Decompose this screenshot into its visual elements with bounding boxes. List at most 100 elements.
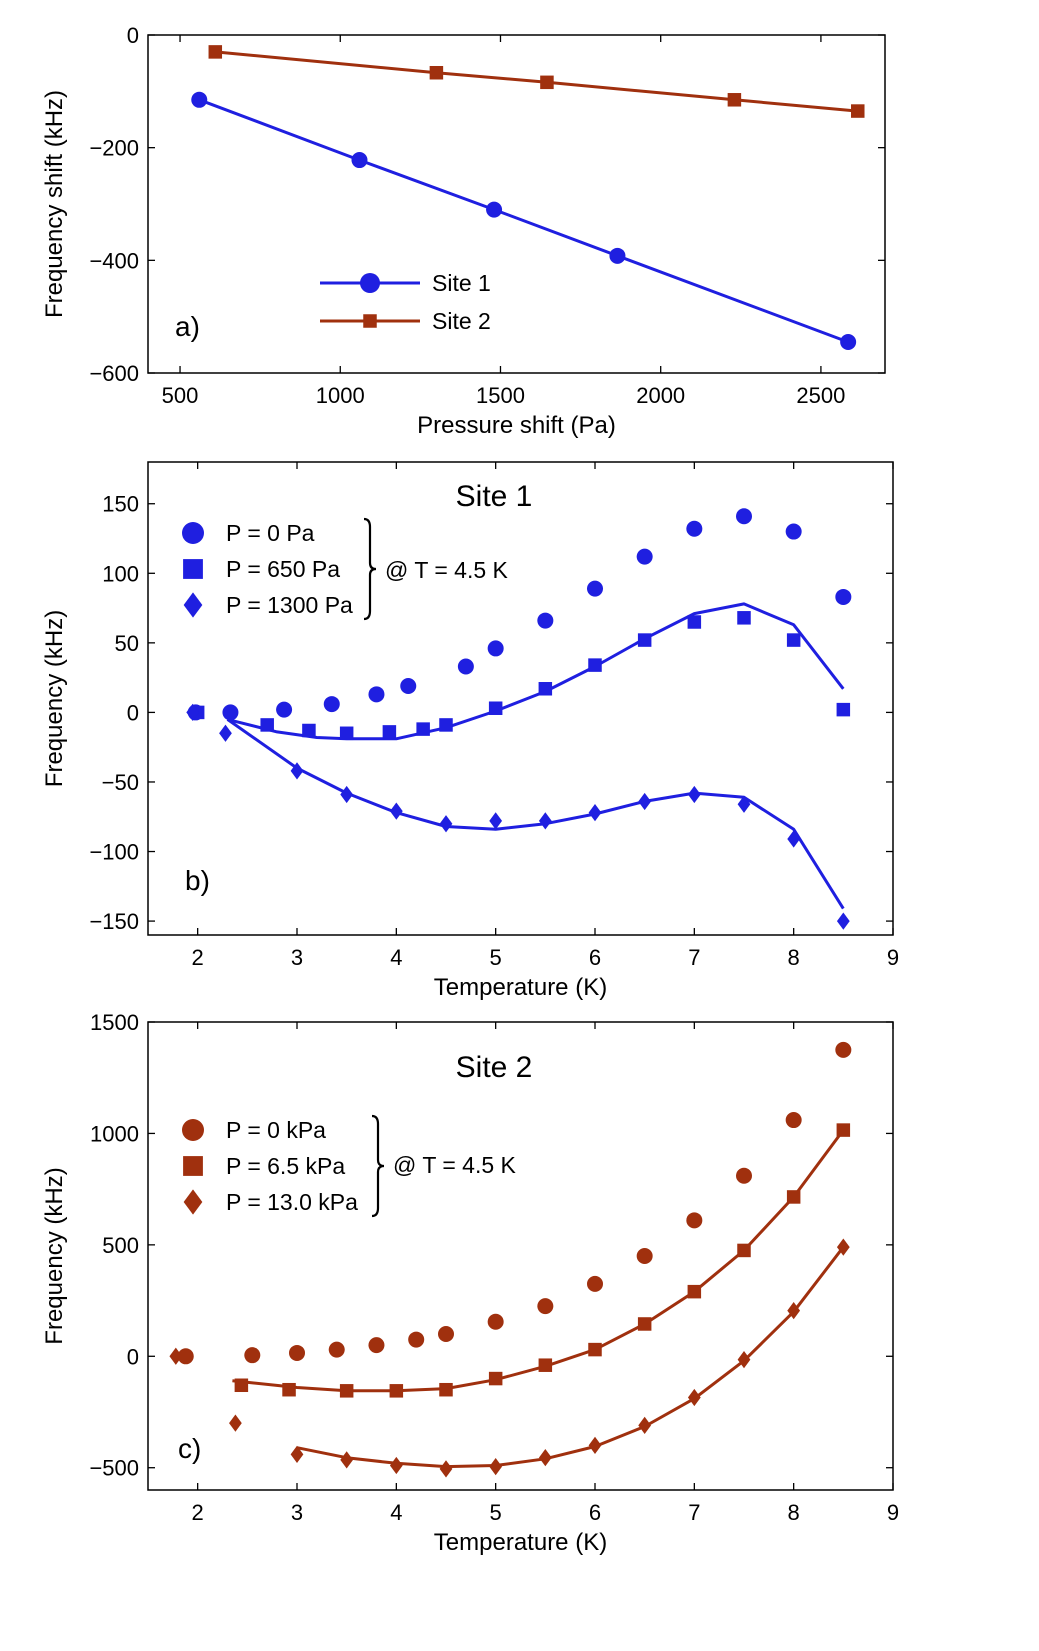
data-point — [219, 724, 232, 742]
data-point — [538, 812, 552, 830]
data-point — [400, 677, 417, 694]
data-point — [687, 785, 701, 804]
data-point — [276, 701, 293, 718]
series-line — [198, 98, 849, 344]
data-point — [191, 91, 208, 108]
legend-marker — [183, 1156, 203, 1176]
y-tick-label: 500 — [102, 1233, 139, 1258]
data-point — [638, 1416, 652, 1434]
data-point — [457, 658, 474, 675]
data-point — [416, 722, 430, 736]
data-point — [785, 523, 802, 540]
x-tick-label: 7 — [688, 1500, 700, 1525]
data-point — [538, 1449, 552, 1467]
data-point — [169, 1347, 183, 1365]
data-point — [687, 615, 702, 629]
x-axis-label: Temperature (K) — [434, 1529, 607, 1556]
data-point — [486, 201, 503, 218]
legend-label: Site 2 — [432, 308, 491, 334]
data-point — [587, 580, 603, 597]
panel-label: b) — [185, 865, 210, 896]
y-tick-label: 0 — [127, 23, 139, 48]
data-point — [736, 1167, 752, 1184]
legend-label: P = 0 kPa — [226, 1117, 326, 1143]
legend-label: P = 0 Pa — [226, 520, 315, 546]
data-point — [540, 75, 554, 90]
series-2 — [234, 1123, 851, 1398]
data-point — [340, 1451, 354, 1469]
data-point — [282, 1382, 296, 1397]
y-tick-label: −600 — [89, 361, 139, 386]
data-point — [785, 1112, 802, 1129]
data-point — [537, 612, 554, 629]
x-tick-label: 4 — [390, 945, 402, 970]
chart-title: Site 2 — [456, 1051, 533, 1084]
series-3 — [169, 1238, 850, 1478]
data-point — [323, 696, 340, 713]
data-point — [177, 1348, 194, 1365]
chart-title: Site 1 — [456, 480, 533, 513]
y-tick-label: −400 — [89, 248, 139, 273]
data-point — [328, 1341, 345, 1358]
data-point — [351, 152, 368, 169]
y-tick-label: 0 — [127, 1344, 139, 1369]
data-point — [489, 812, 503, 830]
chart-panel-1: 500 1000 1500 2000 2500 0 −200 −400 −600 Pressure… — [41, 23, 886, 439]
y-tick-label: −500 — [89, 1456, 139, 1481]
series-1 — [187, 508, 852, 721]
data-point — [786, 633, 801, 647]
data-point — [439, 718, 453, 732]
series-line — [215, 50, 858, 113]
chart-panel-3: 2 3 4 5 6 7 8 9 1500 1000 500 0 −500 Temperature (K) F… — [41, 1010, 899, 1556]
data-point — [382, 725, 397, 739]
x-tick-label: 2000 — [636, 383, 685, 408]
data-point — [587, 1275, 603, 1292]
fit-line-1 — [227, 602, 845, 741]
data-point — [439, 815, 453, 833]
data-point — [339, 1384, 354, 1398]
y-tick-label: 150 — [102, 492, 139, 517]
data-point — [488, 701, 503, 715]
data-point — [429, 65, 444, 80]
x-tick-label: 5 — [490, 1500, 502, 1525]
data-point — [737, 1351, 751, 1369]
plot-frame — [147, 1021, 894, 1491]
legend-brace — [363, 517, 377, 621]
data-point — [302, 723, 316, 738]
chart-panel-2: 2 3 4 5 6 7 8 9 150 100 50 0 −50 −100 −150 Temperature … — [41, 461, 899, 1001]
x-tick-label: 2500 — [796, 383, 845, 408]
legend-marker — [183, 1189, 203, 1215]
data-point — [686, 520, 703, 537]
data-point — [636, 1248, 653, 1264]
data-point — [588, 1342, 602, 1357]
data-point — [438, 1326, 454, 1342]
y-tick-label: 0 — [127, 700, 139, 725]
panels: 500 1000 1500 2000 25000−200−400−600Pressure… — [41, 23, 899, 1556]
x-tick-label: 2 — [192, 945, 204, 970]
data-point — [737, 795, 751, 813]
data-point — [538, 1358, 553, 1372]
data-point — [290, 1445, 304, 1463]
x-axis-label: Pressure shift (Pa) — [417, 412, 616, 439]
data-point — [368, 686, 385, 703]
legend-label: Site 1 — [432, 270, 491, 296]
data-point — [289, 1344, 305, 1361]
legend-label: P = 1300 Pa — [226, 592, 353, 618]
data-point — [222, 704, 239, 721]
data-point — [835, 588, 852, 605]
data-point — [727, 93, 742, 107]
series-2 — [190, 611, 851, 741]
legend-label: P = 13.0 kPa — [226, 1189, 358, 1215]
data-point — [588, 803, 602, 822]
x-tick-label: 6 — [589, 1500, 601, 1525]
data-point — [244, 1347, 261, 1364]
data-point — [487, 1313, 504, 1330]
legend-marker — [183, 592, 203, 618]
data-point — [389, 1456, 403, 1475]
x-tick-label: 9 — [887, 945, 899, 970]
data-point — [488, 1371, 503, 1386]
y-tick-label: −100 — [89, 840, 139, 865]
series-2 — [208, 45, 865, 118]
data-point — [339, 726, 354, 741]
legend-marker — [363, 314, 377, 328]
